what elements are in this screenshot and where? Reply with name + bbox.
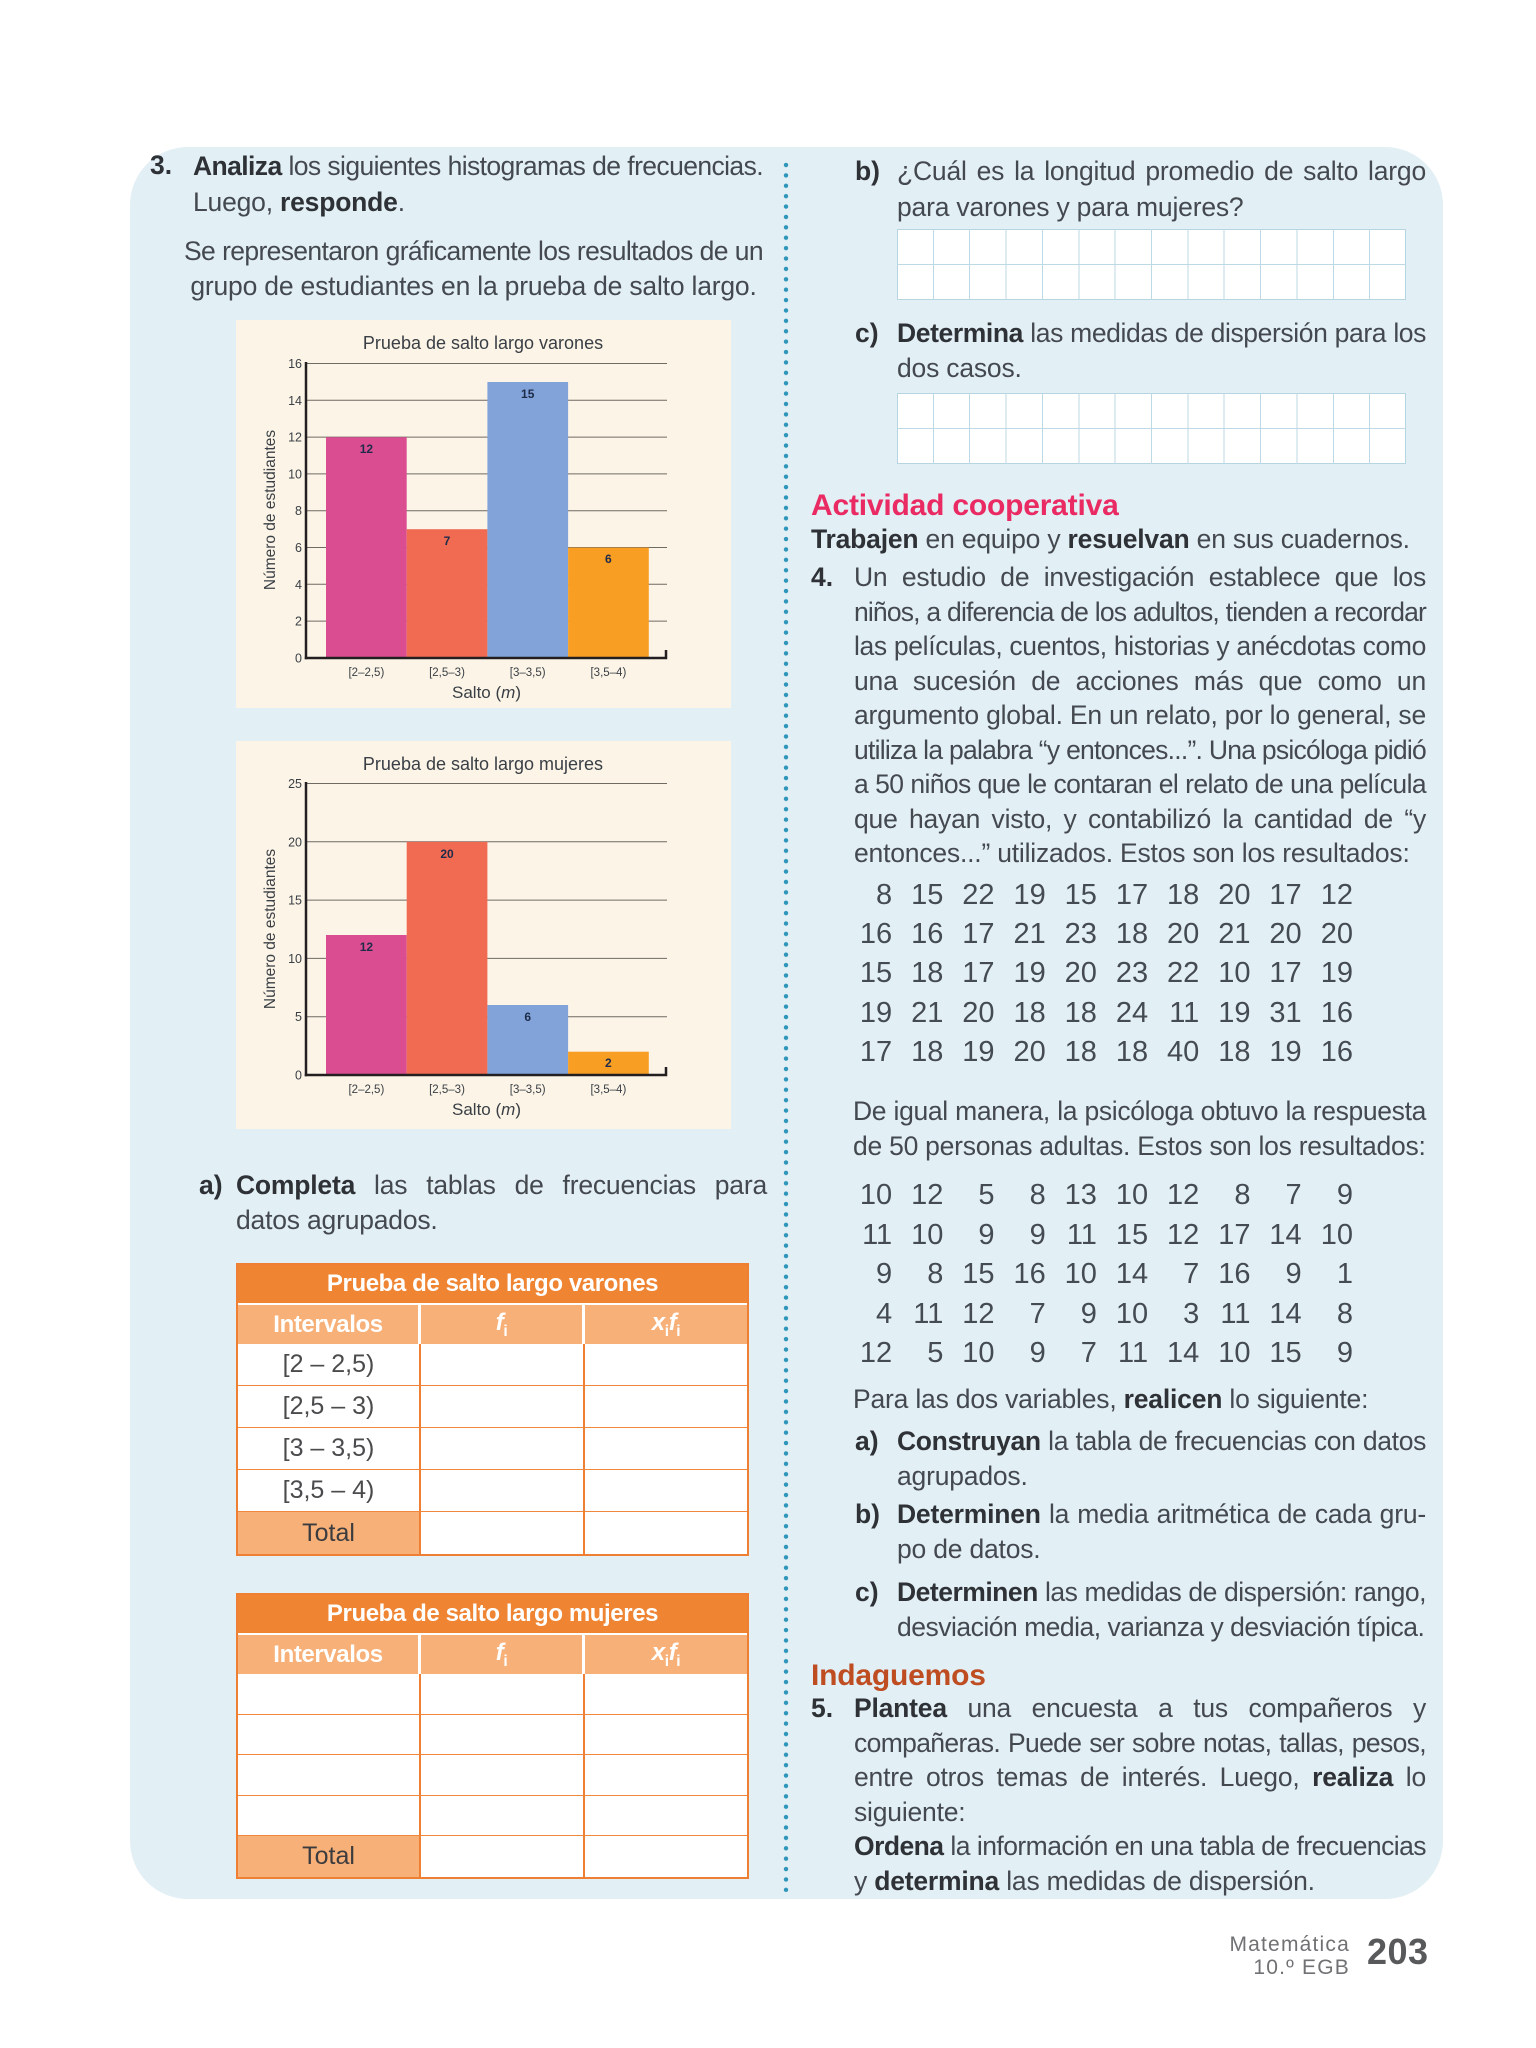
svg-text:Prueba de salto largo varones: Prueba de salto largo varones xyxy=(363,333,603,353)
svg-text:2: 2 xyxy=(605,1056,612,1070)
svg-text:[2,5–3): [2,5–3) xyxy=(429,667,465,679)
svg-text:25: 25 xyxy=(288,777,302,791)
svg-text:16: 16 xyxy=(288,357,302,371)
svg-text:6: 6 xyxy=(295,541,302,555)
svg-text:Prueba de salto largo mujeres: Prueba de salto largo mujeres xyxy=(363,754,603,774)
svg-text:6: 6 xyxy=(524,1010,531,1024)
svg-text:12: 12 xyxy=(360,940,374,954)
svg-text:12: 12 xyxy=(288,431,302,445)
svg-text:14: 14 xyxy=(288,394,302,408)
svg-text:Salto (m): Salto (m) xyxy=(452,683,521,702)
svg-text:6: 6 xyxy=(605,552,612,566)
svg-text:8: 8 xyxy=(295,504,302,518)
svg-text:4: 4 xyxy=(295,578,302,592)
svg-text:15: 15 xyxy=(288,894,302,908)
svg-text:15: 15 xyxy=(521,387,535,401)
svg-text:5: 5 xyxy=(295,1010,302,1024)
svg-text:Salto (m): Salto (m) xyxy=(452,1100,521,1119)
svg-text:0: 0 xyxy=(295,1069,302,1083)
svg-text:20: 20 xyxy=(440,847,454,861)
svg-text:7: 7 xyxy=(444,534,451,548)
svg-text:[3–3,5): [3–3,5) xyxy=(510,1084,546,1096)
svg-text:[3,5–4): [3,5–4) xyxy=(590,1084,626,1096)
svg-text:2: 2 xyxy=(295,615,302,629)
svg-text:0: 0 xyxy=(295,652,302,666)
svg-text:10: 10 xyxy=(288,467,302,481)
svg-text:[2–2,5): [2–2,5) xyxy=(348,1084,384,1096)
svg-text:[2,5–3): [2,5–3) xyxy=(429,1084,465,1096)
svg-text:12: 12 xyxy=(360,442,374,456)
svg-text:[2–2,5): [2–2,5) xyxy=(348,667,384,679)
svg-text:Número de estudiantes: Número de estudiantes xyxy=(262,849,279,1010)
svg-text:Número de estudiantes: Número de estudiantes xyxy=(262,430,279,591)
svg-text:[3,5–4): [3,5–4) xyxy=(590,667,626,679)
svg-text:[3–3,5): [3–3,5) xyxy=(510,667,546,679)
svg-text:20: 20 xyxy=(288,835,302,849)
svg-text:10: 10 xyxy=(288,952,302,966)
